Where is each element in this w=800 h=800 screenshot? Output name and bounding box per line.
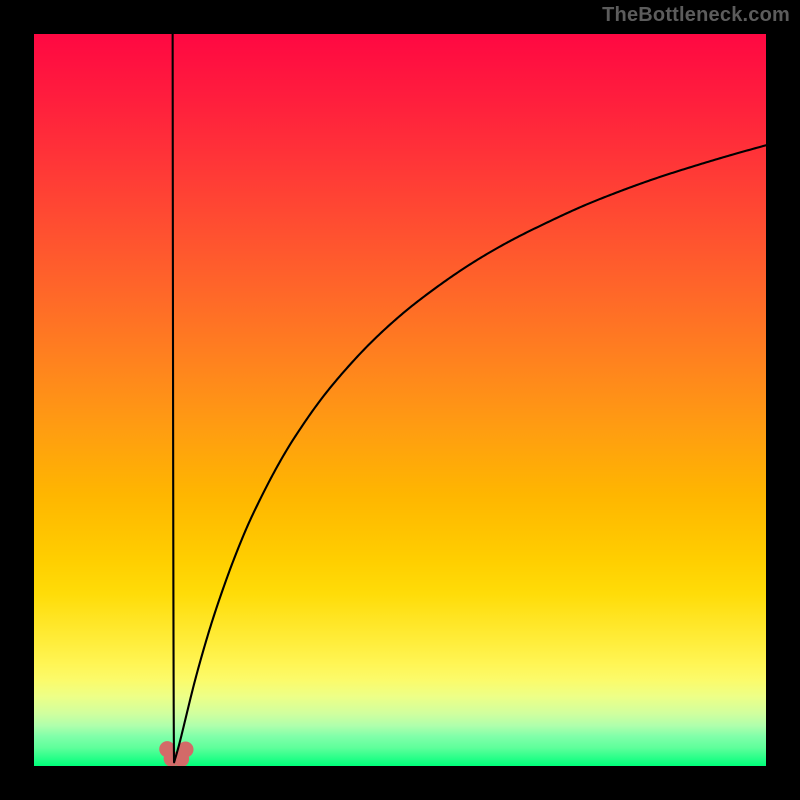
plot-background <box>34 34 766 766</box>
bottleneck-curve-plot <box>34 34 766 766</box>
chart-frame: TheBottleneck.com <box>0 0 800 800</box>
attribution-text: TheBottleneck.com <box>602 4 790 27</box>
